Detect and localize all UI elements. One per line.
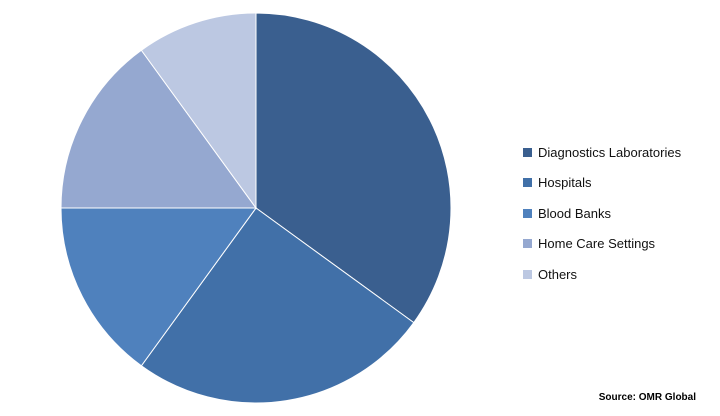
pie-slice-blood-banks [60,207,257,367]
legend-swatch [523,147,532,157]
source-credit: Source: OMR Global [598,392,696,403]
legend-item-home-care-settings: Home Care Settings [523,229,681,260]
legend-item-others: Others [523,259,681,290]
legend-swatch [523,178,532,188]
legend-item-blood-banks: Blood Banks [523,198,681,229]
legend: Diagnostics Laboratories Hospitals Blood… [523,137,681,290]
legend-item-diagnostics-laboratories: Diagnostics Laboratories [523,137,681,168]
legend-swatch [523,208,532,218]
pie-slice-hospitals [140,207,415,404]
legend-item-hospitals: Hospitals [523,168,681,199]
legend-label: Home Care Settings [538,236,656,252]
legend-swatch [523,269,532,279]
legend-swatch [523,239,532,249]
pie-slice-diagnostics-laboratories [255,12,452,324]
legend-label: Hospitals [538,175,592,191]
legend-label: Blood Banks [538,205,611,221]
pie-slice-others [140,12,257,210]
legend-label: Others [538,266,578,282]
legend-label: Diagnostics Laboratories [538,144,682,160]
pie-slice-home-care-settings [60,49,257,209]
